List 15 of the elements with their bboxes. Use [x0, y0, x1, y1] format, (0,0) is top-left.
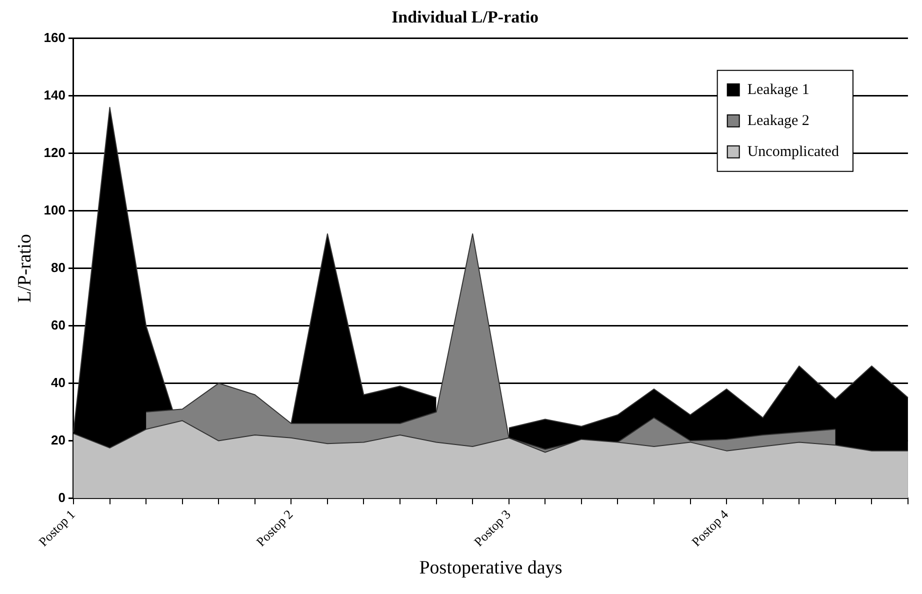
y-tick-label: 80	[51, 260, 66, 275]
y-tick-label: 20	[51, 432, 66, 448]
legend-label: Leakage 2	[747, 112, 810, 129]
y-tick-label: 0	[58, 490, 66, 505]
y-tick-label: 60	[51, 317, 66, 332]
chart-title: Individual L/P-ratio	[392, 8, 538, 27]
y-tick-label: 120	[44, 144, 66, 160]
legend-label: Uncomplicated	[747, 144, 840, 160]
y-tick-label: 40	[51, 374, 66, 390]
legend-label: Leakage 1	[747, 82, 810, 98]
y-axis-title: L/P-ratio	[14, 234, 36, 303]
y-tick-label: 100	[44, 202, 66, 218]
y-tick-label: 140	[44, 87, 66, 102]
y-tick-label: 160	[44, 30, 66, 45]
x-axis-title: Postoperative days	[419, 558, 562, 579]
